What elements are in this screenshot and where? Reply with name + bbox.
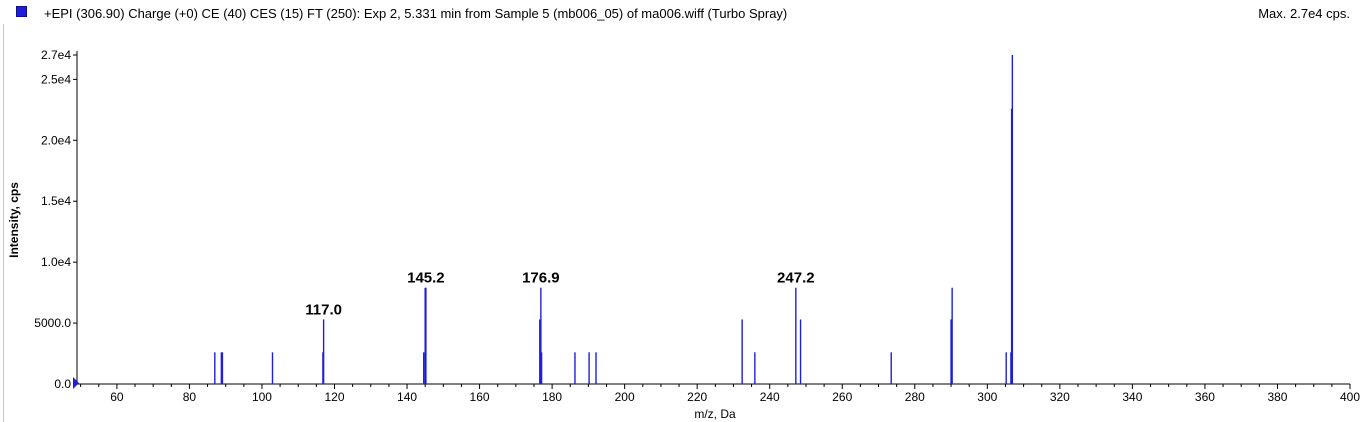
x-tick-label: 360 <box>1195 390 1215 404</box>
peak-label: 176.9 <box>522 270 560 287</box>
x-tick-label: 380 <box>1267 390 1287 404</box>
y-tick-label: 2.7e4 <box>41 48 71 62</box>
panel-border <box>3 24 4 422</box>
y-tick-label: 2.0e4 <box>41 133 71 147</box>
x-tick-label: 160 <box>470 390 490 404</box>
x-tick-label: 80 <box>183 390 197 404</box>
cursor-marker-icon[interactable] <box>73 377 79 389</box>
y-tick-label: 1.0e4 <box>41 255 71 269</box>
y-tick-label: 1.5e4 <box>41 194 71 208</box>
y-tick-label: 2.5e4 <box>41 72 71 86</box>
x-tick-label: 300 <box>977 390 997 404</box>
x-tick-label: 220 <box>687 390 707 404</box>
y-axis-title: Intensity, cps <box>7 182 21 258</box>
x-tick-label: 60 <box>110 390 124 404</box>
x-tick-label: 400 <box>1340 390 1360 404</box>
peak-label: 247.2 <box>777 270 815 287</box>
x-tick-label: 260 <box>832 390 852 404</box>
peak-annotations: 117.0 145.2 176.9 247.2 <box>305 270 814 319</box>
y-tick-label: 5000.0 <box>34 316 71 330</box>
x-axis-title: m/z, Da <box>694 407 736 421</box>
x-tick-label: 140 <box>397 390 417 404</box>
x-axis: 60 80 100 120 140 160 180 200 220 240 260 280 300 320… <box>77 383 1360 404</box>
spectrum-title: +EPI (306.90) Charge (+0) CE (40) CES (1… <box>44 6 788 21</box>
x-tick-label: 240 <box>760 390 780 404</box>
x-tick-label: 340 <box>1122 390 1142 404</box>
max-intensity-label: Max. 2.7e4 cps. <box>1258 6 1350 21</box>
x-tick-label: 320 <box>1050 390 1070 404</box>
x-tick-label: 180 <box>542 390 562 404</box>
peak-label: 145.2 <box>407 270 445 287</box>
x-tick-label: 120 <box>324 390 344 404</box>
x-tick-label: 100 <box>252 390 272 404</box>
x-tick-label: 200 <box>615 390 635 404</box>
series-legend-swatch[interactable] <box>16 6 27 17</box>
spectrum-peaks <box>214 55 1014 384</box>
x-tick-label: 280 <box>905 390 925 404</box>
y-tick-label: 0.0 <box>54 377 71 391</box>
y-axis: 0.0 5000.0 1.0e4 1.5e4 2.0e4 2.5e4 2.7e4 <box>34 48 78 391</box>
peak-label: 117.0 <box>305 301 342 318</box>
